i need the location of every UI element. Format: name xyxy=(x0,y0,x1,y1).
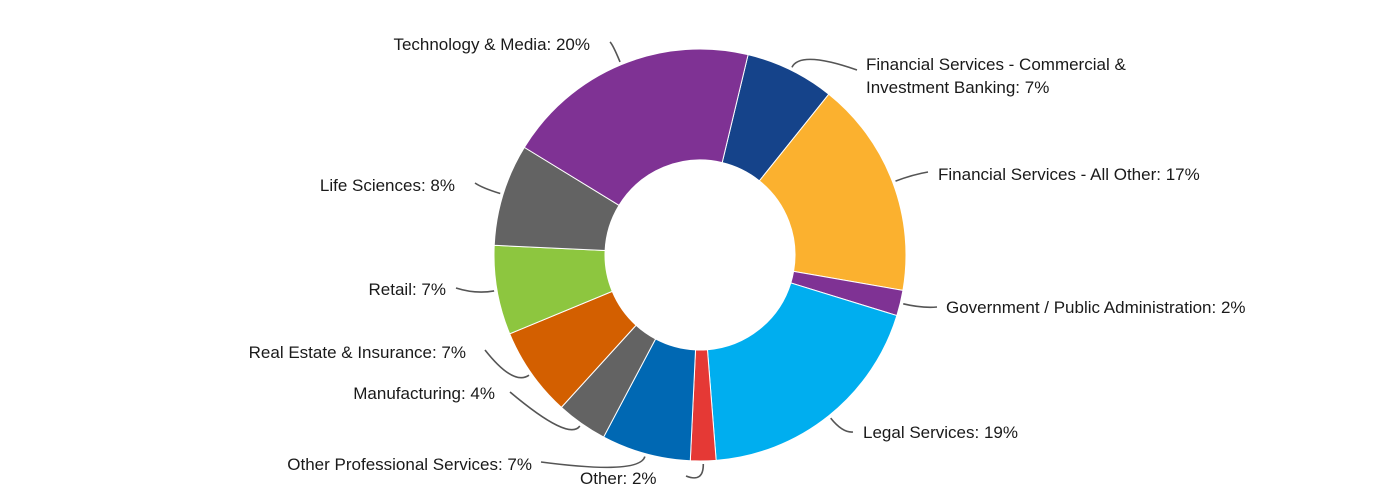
slice-labels: Financial Services - Commercial & Investm… xyxy=(249,35,1246,488)
slice-label: Government / Public Administration: 2% xyxy=(946,298,1246,317)
slice-label: Other Professional Services: 7% xyxy=(287,455,532,474)
slice-label: Retail: 7% xyxy=(369,280,446,299)
leader-line xyxy=(903,303,938,309)
slice-label-line: Government / Public Administration: 2% xyxy=(946,298,1246,317)
slice-label: Technology & Media: 20% xyxy=(393,35,590,54)
slice-label-line: Other Professional Services: 7% xyxy=(287,455,532,474)
leader-line xyxy=(509,391,581,431)
slice-label-line: Life Sciences: 8% xyxy=(320,176,455,195)
slice-label-line: Investment Banking: 7% xyxy=(866,78,1049,97)
slice-label-line: Financial Services - All Other: 17% xyxy=(938,165,1200,184)
slice-label: Real Estate & Insurance: 7% xyxy=(249,343,466,362)
slice-label-line: Manufacturing: 4% xyxy=(353,384,495,403)
slice-label-line: Real Estate & Insurance: 7% xyxy=(249,343,466,362)
slice-label: Other: 2% xyxy=(580,469,657,488)
slice-label: Financial Services - Commercial & Investm… xyxy=(866,55,1126,97)
slice-label: Legal Services: 19% xyxy=(863,423,1018,442)
slice-label-line: Other: 2% xyxy=(580,469,657,488)
slice-label: Financial Services - All Other: 17% xyxy=(938,165,1200,184)
leader-line xyxy=(791,58,858,71)
slice-label-line: Technology & Media: 20% xyxy=(393,35,590,54)
leader-line xyxy=(455,287,495,293)
leader-line xyxy=(484,349,530,379)
slice-label: Life Sciences: 8% xyxy=(320,176,455,195)
leader-line xyxy=(474,182,501,195)
slice-label-line: Legal Services: 19% xyxy=(863,423,1018,442)
slice-technology-media xyxy=(523,48,749,207)
slice-financial-services-all-other xyxy=(758,93,907,291)
leader-lines xyxy=(455,41,938,479)
slice-label-line: Retail: 7% xyxy=(369,280,446,299)
slice-label-line: Financial Services - Commercial & xyxy=(866,55,1126,74)
leader-line xyxy=(895,171,929,182)
slices xyxy=(493,48,907,462)
leader-line xyxy=(609,41,621,63)
leader-line xyxy=(540,456,646,469)
leader-line xyxy=(830,417,854,433)
leader-line xyxy=(685,463,705,479)
slice-label: Manufacturing: 4% xyxy=(353,384,495,403)
slice-legal-services xyxy=(706,282,898,461)
